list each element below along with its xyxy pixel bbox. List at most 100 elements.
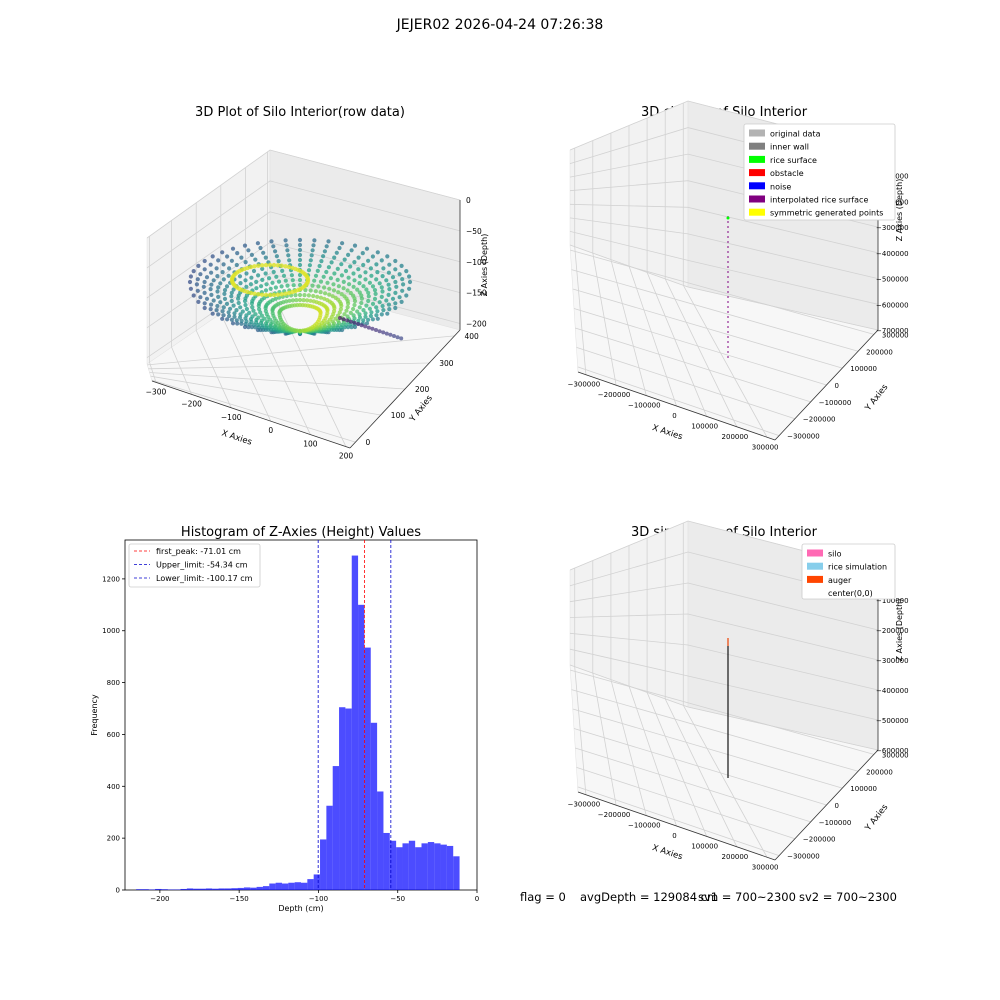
raw-scatter-point — [280, 268, 285, 273]
raw-scatter-point — [211, 278, 216, 283]
raw-scatter-point — [374, 313, 379, 318]
raw-scatter-point — [321, 274, 326, 279]
raw-scatter-point — [208, 262, 213, 267]
classify-y-tick-label: −100000 — [819, 399, 852, 407]
histogram-bar — [199, 888, 206, 890]
histogram-title: Histogram of Z-Axies (Height) Values — [181, 525, 421, 540]
histogram-x-axis-label: Depth (cm) — [278, 904, 323, 913]
raw-scatter-point — [279, 292, 284, 297]
raw-scatter-point — [335, 266, 340, 271]
raw-scatter-point — [274, 254, 279, 259]
raw-scatter-point — [286, 264, 292, 270]
classify-y-tick-label: 300000 — [882, 331, 909, 339]
histogram-legend-label: first_peak: -71.01 cm — [156, 547, 241, 556]
histogram-bar — [320, 839, 327, 890]
raw-scatter-point — [290, 278, 295, 283]
raw-scatter-point — [269, 239, 274, 244]
raw-scatter-point — [232, 314, 237, 319]
classify-y-gridline — [571, 269, 859, 352]
simulation-y-gridline — [570, 669, 875, 755]
raw-scatter-point — [393, 267, 398, 272]
raw-scatter-point — [215, 274, 220, 279]
raw-z-tick-label: 0 — [466, 196, 471, 205]
raw-scatter-point — [359, 300, 364, 306]
histogram-x-tick-label: 0 — [475, 895, 479, 903]
classify-legend-label: noise — [770, 182, 791, 191]
raw-scatter-point — [230, 246, 236, 251]
raw-scatter-point — [225, 254, 230, 259]
classify-legend-swatch — [749, 129, 765, 137]
raw-scatter-point — [263, 271, 268, 276]
raw-scatter-point — [220, 270, 225, 275]
histogram-y-tick-label: 200 — [107, 835, 120, 843]
raw-scatter-point — [251, 308, 256, 313]
raw-scatter-point — [385, 254, 390, 259]
raw-scatter-point — [331, 282, 336, 287]
raw-scatter-point — [399, 263, 404, 268]
raw-scatter-point — [254, 286, 259, 291]
raw-scatter-point — [188, 274, 193, 279]
raw-scatter-point — [215, 303, 220, 309]
raw-scatter-point — [370, 317, 375, 322]
histogram-bar — [313, 874, 321, 890]
raw-scatter-point — [242, 243, 248, 248]
raw-scatter-point — [202, 279, 207, 285]
raw-scatter-point — [283, 264, 288, 269]
raw-scatter-point — [235, 251, 240, 256]
raw-scatter-point — [220, 316, 225, 321]
simulation-legend-label: center(0,0) — [828, 589, 873, 598]
raw-scatter-point — [302, 293, 307, 298]
status-footer: flag = 0 avgDepth = 129084 cm sv1 = 700~… — [0, 890, 1000, 906]
raw-scatter-point — [387, 307, 392, 312]
raw-scatter-point — [326, 265, 331, 270]
raw-axes-box: −300 −200 −100 0 100 200 0 100 200 300 400 0 −50 −100… — [146, 149, 489, 461]
raw-scatter-point — [247, 310, 252, 315]
raw-scatter-point — [216, 285, 221, 290]
raw-scatter-point — [260, 277, 265, 282]
histogram-bar — [205, 888, 213, 890]
raw-scatter-point — [349, 248, 354, 253]
histogram-bar — [288, 882, 295, 890]
histogram-bar — [275, 882, 282, 890]
raw-scatter-point — [283, 238, 288, 243]
raw-scatter-point — [286, 253, 291, 258]
simulation-y-gridline — [575, 747, 811, 823]
raw-scatter-point — [336, 284, 341, 289]
raw-scatter-point — [364, 321, 370, 326]
raw-scatter-point — [259, 284, 264, 289]
classify-z-gridline — [569, 203, 879, 254]
raw-scatter-point — [210, 254, 215, 259]
histogram-bar — [256, 886, 263, 890]
raw-scatter-point — [297, 237, 303, 243]
raw-scatter-point — [260, 266, 265, 271]
raw-scatter-point — [248, 290, 254, 296]
classify-legend-swatch — [749, 142, 765, 150]
raw-scatter-point — [239, 255, 244, 260]
raw-scatter-point — [310, 248, 315, 253]
raw-scatter-point — [201, 284, 206, 289]
raw-scatter-point — [234, 318, 239, 323]
histogram-bar — [351, 555, 359, 890]
raw-y-axis-line — [349, 329, 461, 449]
raw-scatter-point — [356, 255, 361, 260]
classify-x-gridline — [592, 140, 617, 386]
raw-scatter-point — [346, 275, 351, 280]
raw-scatter-point — [211, 298, 216, 303]
raw-scatter-point — [221, 313, 226, 318]
histogram-legend-label: Lower_limit: -100.17 cm — [156, 574, 253, 583]
sv1-text: sv1 = 700~2300 — [698, 890, 796, 904]
raw-scatter-point — [324, 244, 329, 249]
raw-scatter-point — [370, 301, 376, 306]
raw-scatter-point — [250, 314, 255, 319]
raw-scatter-point — [194, 282, 199, 287]
raw-scatter-point — [318, 290, 323, 295]
classify-legend-swatch — [749, 169, 765, 177]
classify-x-gridline — [574, 148, 587, 375]
simulation-y-tick-label: −300000 — [787, 853, 820, 861]
histogram-x-tick-label: −200 — [150, 895, 169, 903]
raw-scatter-point — [244, 271, 249, 276]
raw-scatter-point — [356, 267, 361, 272]
simulation-z-gridline — [569, 648, 879, 721]
raw-scatter-point — [244, 284, 249, 289]
classify-z-gridline — [569, 231, 879, 305]
